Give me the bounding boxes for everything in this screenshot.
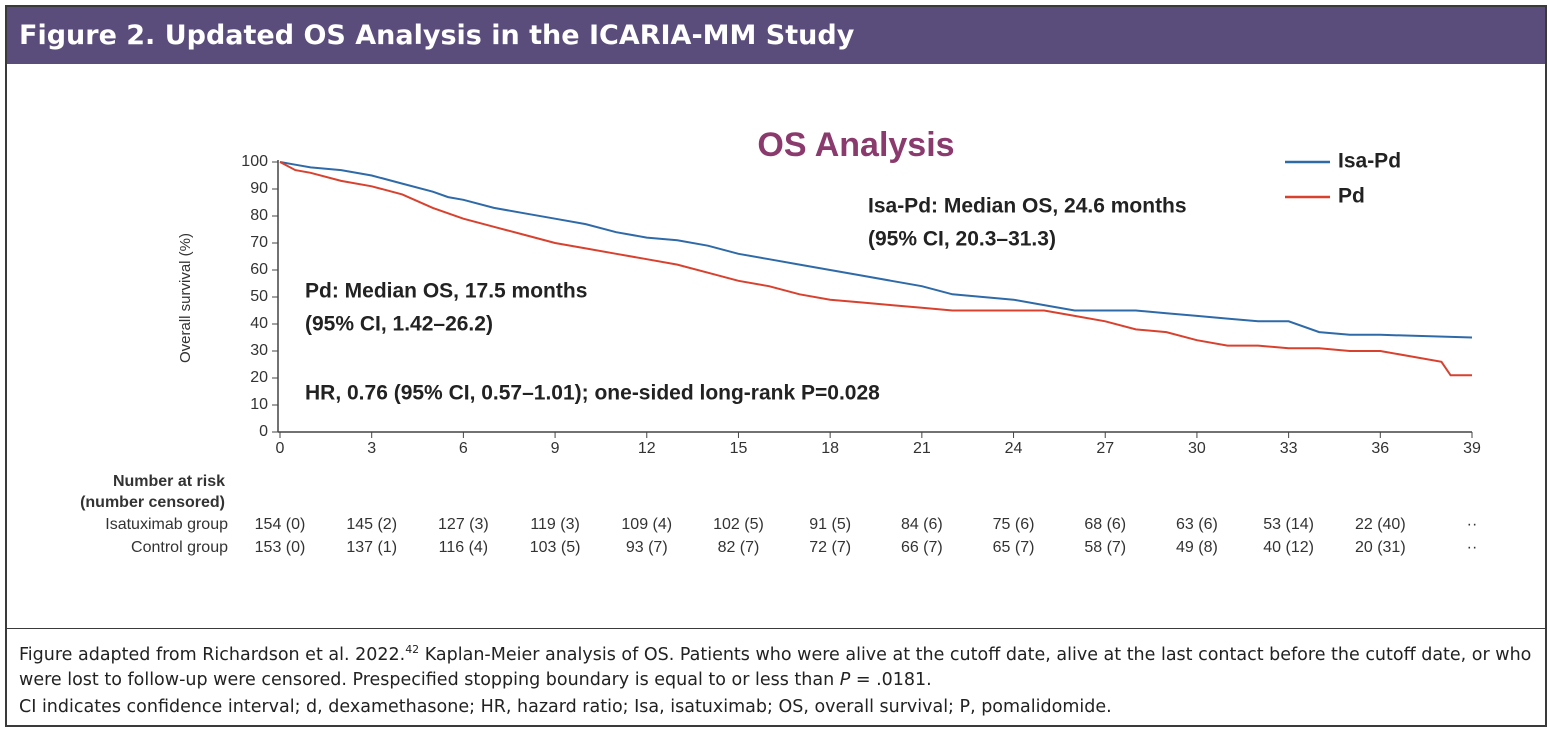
risk-value: 103 (5) [530,539,581,556]
risk-value: 22 (40) [1355,516,1406,533]
x-tick-label: 24 [1005,440,1023,457]
risk-row-label: Isatuximab group [105,516,228,533]
survival-curve [279,161,1473,339]
legend-label: Isa-Pd [1338,150,1401,173]
risk-value: 65 (7) [993,539,1035,556]
caption: Figure adapted from Richardson et al. 20… [19,637,1534,722]
figure-frame: Figure 2. Updated OS Analysis in the ICA… [5,5,1547,727]
risk-value: 119 (3) [530,516,580,533]
risk-value: ·· [1467,539,1478,556]
annotation: Pd: Median OS, 17.5 months [305,280,587,303]
risk-value: 116 (4) [439,539,489,556]
risk-value: 137 (1) [346,539,397,556]
caption-text: Figure adapted from Richardson et al. 20… [19,644,406,665]
risk-row-label: Control group [131,539,228,556]
x-tick-label: 21 [913,440,931,457]
separator [7,628,1545,629]
x-tick-label: 0 [276,440,285,457]
risk-value: 66 (7) [901,539,943,556]
risk-value: 93 (7) [626,539,668,556]
y-tick-label: 100 [241,153,268,170]
risk-value: 53 (14) [1263,516,1314,533]
y-tick-label: 70 [250,234,268,251]
y-tick-label: 10 [250,396,268,413]
y-tick-label: 80 [250,207,268,224]
risk-value: 72 (7) [809,539,851,556]
y-tick-label: 40 [250,315,268,332]
x-tick-label: 3 [367,440,376,457]
y-tick-label: 90 [250,180,268,197]
risk-value: 145 (2) [346,516,397,533]
y-tick-label: 50 [250,288,268,305]
chart-title: OS Analysis [757,126,954,164]
caption-line: Figure adapted from Richardson et al. 20… [19,637,1534,693]
caption-text: = .0181. [850,669,932,690]
risk-value: 154 (0) [255,516,306,533]
risk-value: 75 (6) [993,516,1035,533]
risk-value: 40 (12) [1263,539,1314,556]
reference: 42 [405,643,420,656]
x-tick-label: 39 [1463,440,1481,457]
x-tick-label: 9 [551,440,560,457]
risk-value: 20 (31) [1355,539,1406,556]
chart: OS Analysis Overall survival (%) Number … [80,126,1481,556]
y-axis-label: Overall survival (%) [177,233,194,363]
x-tick-label: 30 [1188,440,1206,457]
risk-value: 49 (8) [1176,539,1218,556]
risk-value: 84 (6) [901,516,943,533]
risk-value: 58 (7) [1084,539,1126,556]
risk-value: 127 (3) [438,516,489,533]
risk-value: 82 (7) [718,539,760,556]
y-tick-label: 20 [250,369,268,386]
x-tick-label: 36 [1371,440,1389,457]
caption-text: P [839,669,851,690]
risk-value: 109 (4) [621,516,672,533]
caption-line: CI indicates confidence interval; d, dex… [19,696,1112,717]
risk-value: 91 (5) [809,516,851,533]
risk-value: 102 (5) [713,516,764,533]
risk-value: 68 (6) [1084,516,1126,533]
figure-header: Figure 2. Updated OS Analysis in the ICA… [7,7,1545,64]
y-tick-label: 30 [250,342,268,359]
x-tick-label: 27 [1096,440,1114,457]
x-tick-label: 33 [1280,440,1298,457]
y-tick-label: 60 [250,261,268,278]
x-tick-label: 6 [459,440,468,457]
x-tick-label: 12 [638,440,656,457]
x-tick-label: 18 [821,440,839,457]
x-tick-label: 15 [730,440,748,457]
risk-value: ·· [1467,516,1478,533]
risk-value: 153 (0) [255,539,306,556]
risk-value: 63 (6) [1176,516,1218,533]
annotation: Isa-Pd: Median OS, 24.6 months [868,195,1187,218]
risk-subtitle: (number censored) [80,494,225,511]
survival-curve [279,161,1472,377]
legend-label: Pd [1338,185,1365,208]
y-tick-label: 0 [259,423,268,440]
annotation: (95% CI, 1.42–26.2) [305,313,493,336]
caption-text: Kaplan-Meier analysis of OS. Patients wh… [19,644,1532,690]
annotation: (95% CI, 20.3–31.3) [868,228,1056,251]
annotation: HR, 0.76 (95% CI, 0.57–1.01); one-sided … [305,382,880,405]
risk-title: Number at risk [113,473,225,490]
